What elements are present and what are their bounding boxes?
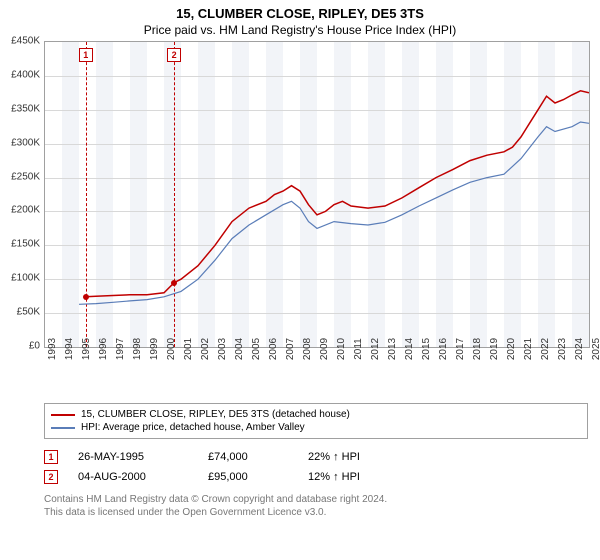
footer-line2: This data is licensed under the Open Gov… bbox=[44, 506, 588, 519]
chart-container: 15, CLUMBER CLOSE, RIPLEY, DE5 3TS Price… bbox=[0, 0, 600, 560]
legend-label: HPI: Average price, detached house, Ambe… bbox=[81, 422, 305, 433]
y-tick-label: £50K bbox=[17, 307, 40, 318]
legend: 15, CLUMBER CLOSE, RIPLEY, DE5 3TS (deta… bbox=[44, 403, 588, 439]
chart-title: 15, CLUMBER CLOSE, RIPLEY, DE5 3TS bbox=[0, 0, 600, 21]
x-tick-label: 2021 bbox=[523, 338, 534, 360]
legend-label: 15, CLUMBER CLOSE, RIPLEY, DE5 3TS (deta… bbox=[81, 409, 350, 420]
x-tick-label: 2003 bbox=[217, 338, 228, 360]
x-tick-label: 2007 bbox=[285, 338, 296, 360]
y-tick-label: £250K bbox=[11, 171, 40, 182]
x-tick-label: 2013 bbox=[387, 338, 398, 360]
y-tick-label: £200K bbox=[11, 205, 40, 216]
transaction-price: £74,000 bbox=[208, 451, 288, 463]
y-tick-label: £0 bbox=[29, 341, 40, 352]
event-marker: 1 bbox=[79, 48, 93, 62]
footer-line1: Contains HM Land Registry data © Crown c… bbox=[44, 493, 588, 506]
transaction-hpi: 12% ↑ HPI bbox=[308, 471, 408, 483]
transaction-list: 1 26-MAY-1995 £74,000 22% ↑ HPI 2 04-AUG-2000… bbox=[44, 447, 588, 487]
x-tick-label: 2023 bbox=[557, 338, 568, 360]
x-tick-label: 1997 bbox=[115, 338, 126, 360]
x-tick-label: 2008 bbox=[302, 338, 313, 360]
x-tick-label: 2019 bbox=[489, 338, 500, 360]
x-tick-label: 2017 bbox=[455, 338, 466, 360]
y-tick-label: £150K bbox=[11, 239, 40, 250]
x-tick-label: 2022 bbox=[540, 338, 551, 360]
x-tick-label: 1998 bbox=[132, 338, 143, 360]
x-tick-label: 2016 bbox=[438, 338, 449, 360]
series-hpi bbox=[79, 122, 589, 304]
x-tick-label: 2025 bbox=[591, 338, 600, 360]
x-tick-label: 2011 bbox=[353, 338, 364, 360]
event-marker: 2 bbox=[167, 48, 181, 62]
transaction-date: 26-MAY-1995 bbox=[78, 451, 188, 463]
chart-area: 12 bbox=[44, 41, 590, 348]
x-tick-label: 2009 bbox=[319, 338, 330, 360]
x-tick-label: 2002 bbox=[200, 338, 211, 360]
x-tick-label: 2005 bbox=[251, 338, 262, 360]
x-tick-label: 1995 bbox=[81, 338, 92, 360]
x-tick-label: 2004 bbox=[234, 338, 245, 360]
x-tick-label: 2010 bbox=[336, 338, 347, 360]
y-tick-label: £300K bbox=[11, 137, 40, 148]
transaction-hpi: 22% ↑ HPI bbox=[308, 451, 408, 463]
transaction-marker: 1 bbox=[44, 450, 58, 464]
legend-item: 15, CLUMBER CLOSE, RIPLEY, DE5 3TS (deta… bbox=[51, 408, 581, 421]
x-tick-label: 1994 bbox=[64, 338, 75, 360]
event-dot bbox=[83, 294, 89, 300]
transaction-date: 04-AUG-2000 bbox=[78, 471, 188, 483]
x-tick-label: 2006 bbox=[268, 338, 279, 360]
x-tick-label: 1993 bbox=[47, 338, 58, 360]
x-tick-label: 2014 bbox=[404, 338, 415, 360]
x-tick-label: 2020 bbox=[506, 338, 517, 360]
chart-wrap: 12 £0£50K£100K£150K£200K£250K£300K£350K£… bbox=[44, 41, 588, 371]
x-tick-label: 2001 bbox=[183, 338, 194, 360]
transaction-row: 1 26-MAY-1995 £74,000 22% ↑ HPI bbox=[44, 447, 588, 467]
legend-swatch bbox=[51, 414, 75, 416]
chart-svg bbox=[45, 42, 589, 347]
series-price_paid bbox=[86, 91, 589, 297]
event-dot bbox=[171, 280, 177, 286]
transaction-row: 2 04-AUG-2000 £95,000 12% ↑ HPI bbox=[44, 467, 588, 487]
legend-item: HPI: Average price, detached house, Ambe… bbox=[51, 421, 581, 434]
y-tick-label: £450K bbox=[11, 36, 40, 47]
x-tick-label: 1999 bbox=[149, 338, 160, 360]
x-tick-label: 1996 bbox=[98, 338, 109, 360]
x-tick-label: 2018 bbox=[472, 338, 483, 360]
transaction-price: £95,000 bbox=[208, 471, 288, 483]
legend-swatch bbox=[51, 427, 75, 429]
x-tick-label: 2015 bbox=[421, 338, 432, 360]
x-tick-label: 2012 bbox=[370, 338, 381, 360]
footer: Contains HM Land Registry data © Crown c… bbox=[44, 493, 588, 519]
x-tick-label: 2000 bbox=[166, 338, 177, 360]
chart-subtitle: Price paid vs. HM Land Registry's House … bbox=[0, 21, 600, 41]
transaction-marker: 2 bbox=[44, 470, 58, 484]
y-tick-label: £100K bbox=[11, 273, 40, 284]
y-tick-label: £350K bbox=[11, 103, 40, 114]
x-tick-label: 2024 bbox=[574, 338, 585, 360]
y-tick-label: £400K bbox=[11, 69, 40, 80]
